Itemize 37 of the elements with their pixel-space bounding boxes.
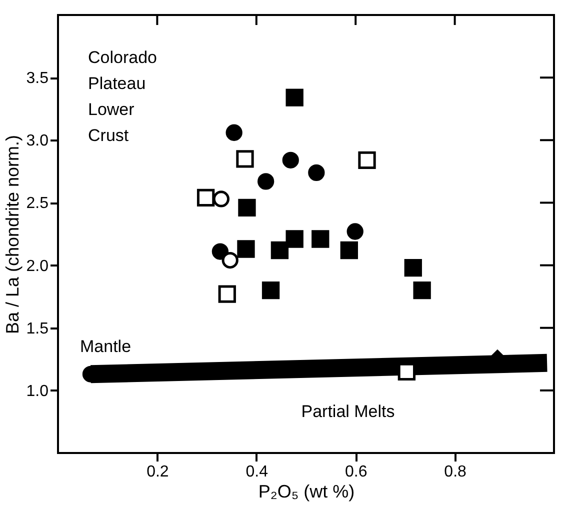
point [282,152,299,168]
point [358,151,376,169]
point [218,285,236,303]
point [286,230,304,248]
x-tick-label: 0.6 [344,464,368,480]
point [286,88,304,106]
point [312,230,330,248]
annotation: Mantle [80,337,132,356]
point [236,150,254,168]
y-tick-label: 2.5 [26,195,49,212]
point [226,124,242,141]
point [212,243,229,260]
point [270,241,289,260]
point [258,173,274,190]
point [222,252,238,269]
y-axis-title: Ba / La (chondrite norm.) [2,134,22,334]
y-tick-label: 3.0 [26,132,49,150]
x-tick-label: 0.4 [246,464,268,480]
y-tick-label: 3.5 [26,70,49,88]
y-tick-label: 1.0 [26,382,49,400]
point [212,190,230,208]
point [404,258,422,277]
point [196,188,215,207]
point [340,241,358,260]
x-tick-label: 0.2 [146,464,169,480]
point [238,198,256,217]
x-tick-label: 0.8 [444,464,467,480]
y-tick-label: 1.5 [26,320,49,338]
point [413,281,431,300]
x-axis-title: P₂O₅ (wt %) [258,482,355,502]
annotation: Partial Melts [301,402,395,421]
annotation: Colorado Plateau Lower Crust [88,48,157,145]
point [308,164,325,181]
point [262,281,280,300]
y-tick-label: 2.0 [26,258,49,275]
point [237,240,255,258]
point [346,223,364,240]
